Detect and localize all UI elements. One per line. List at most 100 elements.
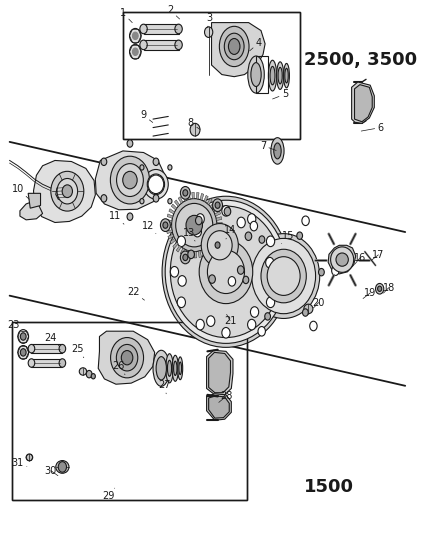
Circle shape — [245, 232, 252, 240]
Polygon shape — [174, 200, 180, 206]
Ellipse shape — [156, 357, 166, 380]
Ellipse shape — [121, 351, 133, 365]
Circle shape — [250, 221, 258, 231]
Ellipse shape — [117, 344, 138, 371]
Ellipse shape — [274, 143, 281, 159]
Ellipse shape — [56, 461, 69, 473]
Circle shape — [175, 40, 182, 50]
Ellipse shape — [51, 171, 84, 211]
Circle shape — [28, 359, 35, 367]
Text: 27: 27 — [158, 380, 170, 394]
Circle shape — [153, 158, 159, 165]
Circle shape — [127, 213, 133, 220]
Ellipse shape — [165, 200, 287, 343]
Ellipse shape — [172, 199, 217, 252]
Circle shape — [195, 216, 202, 225]
Text: 14: 14 — [224, 225, 236, 239]
Ellipse shape — [170, 206, 282, 337]
Circle shape — [140, 198, 144, 204]
Circle shape — [59, 344, 66, 353]
Ellipse shape — [268, 60, 277, 91]
Text: 23: 23 — [7, 320, 23, 332]
Circle shape — [297, 232, 303, 239]
Text: 31: 31 — [12, 458, 27, 467]
Text: 2: 2 — [167, 5, 180, 19]
Circle shape — [183, 190, 188, 196]
Circle shape — [266, 257, 274, 268]
Text: 21: 21 — [224, 314, 236, 326]
Text: 19: 19 — [363, 288, 376, 298]
Polygon shape — [168, 234, 174, 239]
Polygon shape — [217, 222, 222, 225]
Polygon shape — [166, 230, 172, 233]
Polygon shape — [189, 251, 192, 258]
Circle shape — [190, 123, 200, 136]
Polygon shape — [204, 196, 208, 202]
Text: 11: 11 — [109, 211, 124, 224]
Polygon shape — [207, 394, 231, 420]
Polygon shape — [212, 22, 265, 77]
Circle shape — [310, 321, 317, 331]
Polygon shape — [207, 198, 212, 205]
Text: 25: 25 — [71, 344, 84, 358]
Circle shape — [243, 276, 249, 284]
Polygon shape — [98, 331, 155, 384]
Text: 6: 6 — [361, 123, 384, 133]
Polygon shape — [173, 242, 178, 248]
Circle shape — [215, 242, 220, 248]
Circle shape — [18, 329, 28, 343]
Bar — [32, 359, 62, 367]
Text: 13: 13 — [183, 228, 195, 241]
Polygon shape — [167, 214, 173, 219]
Text: 10: 10 — [12, 183, 29, 199]
Bar — [144, 24, 179, 34]
Circle shape — [375, 284, 384, 294]
Circle shape — [318, 269, 324, 276]
Circle shape — [332, 266, 339, 276]
Circle shape — [258, 327, 265, 336]
Circle shape — [247, 319, 256, 330]
Text: 7: 7 — [260, 141, 276, 151]
Ellipse shape — [267, 257, 300, 295]
Polygon shape — [208, 396, 229, 418]
Ellipse shape — [153, 350, 170, 386]
Ellipse shape — [219, 26, 249, 67]
Ellipse shape — [172, 356, 178, 381]
Polygon shape — [210, 202, 215, 208]
Bar — [256, 56, 268, 93]
Text: 9: 9 — [141, 110, 153, 123]
Ellipse shape — [251, 63, 261, 86]
Polygon shape — [196, 192, 199, 199]
Circle shape — [140, 165, 144, 170]
Circle shape — [101, 158, 107, 165]
Text: 4: 4 — [250, 38, 262, 51]
Circle shape — [207, 316, 215, 326]
Ellipse shape — [304, 304, 313, 314]
Ellipse shape — [176, 204, 213, 247]
Ellipse shape — [173, 361, 177, 375]
Text: 18: 18 — [382, 282, 395, 293]
Circle shape — [209, 275, 215, 284]
Circle shape — [247, 214, 256, 224]
Polygon shape — [216, 216, 222, 221]
Text: 26: 26 — [113, 361, 125, 375]
Circle shape — [273, 266, 282, 277]
Polygon shape — [185, 250, 188, 257]
Ellipse shape — [186, 215, 202, 235]
Ellipse shape — [261, 249, 306, 303]
Polygon shape — [215, 232, 221, 237]
Polygon shape — [213, 206, 219, 212]
Ellipse shape — [208, 231, 232, 260]
Circle shape — [91, 374, 95, 379]
Ellipse shape — [110, 337, 144, 378]
Ellipse shape — [199, 240, 253, 304]
Ellipse shape — [331, 247, 354, 272]
Circle shape — [153, 195, 159, 202]
Text: 12: 12 — [141, 221, 156, 233]
Polygon shape — [12, 322, 247, 500]
Circle shape — [127, 140, 133, 147]
Polygon shape — [123, 12, 300, 139]
Ellipse shape — [336, 253, 348, 266]
Polygon shape — [328, 245, 356, 274]
Polygon shape — [216, 228, 222, 231]
